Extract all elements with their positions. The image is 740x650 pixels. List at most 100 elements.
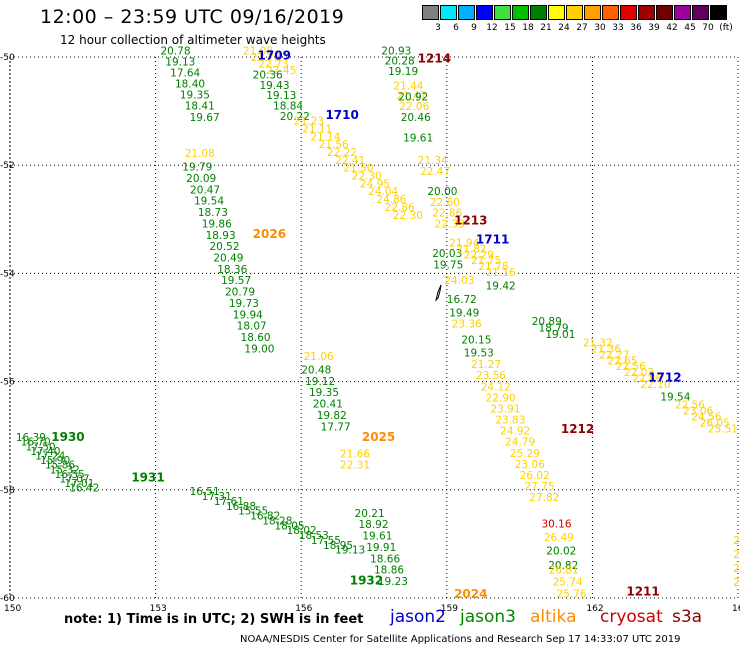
map-title: 12:00 – 23:59 UTC 09/16/2019 bbox=[40, 6, 345, 28]
swh-value-label: 19.54 bbox=[194, 196, 224, 208]
swh-value-label: 21.23 bbox=[294, 116, 324, 128]
swh-value-label: 24.79 bbox=[505, 437, 535, 449]
swh-value-label: 24.92 bbox=[500, 426, 530, 438]
satellite-legend-jason2: jason2 bbox=[390, 607, 446, 627]
swh-value-label: 21.06 bbox=[304, 351, 334, 363]
swh-value-label: 18.93 bbox=[206, 230, 236, 242]
swh-value-label: 25.51 bbox=[708, 423, 738, 435]
swh-value-label: 18.92 bbox=[358, 519, 388, 531]
swh-value-label: 19.35 bbox=[180, 90, 210, 102]
scale-swatch bbox=[638, 5, 655, 20]
scale-label: 27 bbox=[576, 23, 588, 33]
swh-value-label: 23 bbox=[733, 535, 740, 547]
swh-value-label: 21.32 bbox=[583, 337, 613, 349]
swh-value-label: 18.73 bbox=[198, 207, 228, 219]
pass-time-label: 1214 bbox=[418, 51, 451, 65]
swh-value-label: 21.44 bbox=[393, 80, 423, 92]
pass-time-label: 2024 bbox=[454, 587, 487, 601]
satellite-legend-altika: altika bbox=[530, 607, 577, 627]
swh-value-label: 20.02 bbox=[546, 546, 576, 558]
swh-value-label: 19.54 bbox=[660, 392, 690, 404]
lat-tick-label: -58 bbox=[0, 486, 15, 496]
swh-value-label: 22.45 bbox=[266, 65, 296, 77]
pass-time-label: 1712 bbox=[648, 371, 681, 385]
scale-swatch bbox=[512, 5, 529, 20]
swh-value-label: 26.81 bbox=[549, 565, 579, 577]
swh-value-label: 19.61 bbox=[403, 132, 433, 144]
swh-value-label: 19.23 bbox=[378, 576, 408, 588]
swh-value-label: 20.79 bbox=[225, 287, 255, 299]
scale-swatch bbox=[620, 5, 637, 20]
swh-value-label: 26.05 bbox=[700, 418, 730, 430]
swh-value-label: 22.65 bbox=[607, 355, 637, 367]
swh-value-label: 18.60 bbox=[241, 332, 271, 344]
swh-value-label: 16.42 bbox=[69, 483, 99, 495]
pass-time-label: 1931 bbox=[131, 471, 164, 485]
scale-label: 9 bbox=[471, 23, 477, 33]
swh-value-label: 15.90 bbox=[40, 455, 70, 467]
swh-value-label: 17.61 bbox=[214, 496, 244, 508]
scale-swatch bbox=[422, 5, 439, 20]
swh-value-label: 17.64 bbox=[170, 67, 200, 79]
lon-tick-label: 165 bbox=[732, 604, 740, 614]
swh-value-label: 21.94 bbox=[449, 237, 479, 249]
scale-swatch bbox=[656, 5, 673, 20]
swh-value-label: 23.36 bbox=[452, 319, 482, 331]
swh-value-label: 24.12 bbox=[481, 381, 511, 393]
swh-value-label: 19.49 bbox=[449, 308, 479, 320]
swh-value-label: 16.72 bbox=[447, 294, 477, 306]
lon-tick-label: 150 bbox=[4, 604, 21, 614]
swh-value-label: 18.41 bbox=[185, 101, 215, 113]
scale-swatch bbox=[566, 5, 583, 20]
lon-tick-label: 159 bbox=[441, 604, 458, 614]
swh-value-label: 20.48 bbox=[301, 364, 331, 376]
swh-value-label: 24.56 bbox=[691, 412, 721, 424]
scale-swatch bbox=[602, 5, 619, 20]
swh-value-label: 21.47 bbox=[396, 91, 426, 103]
swh-value-label: 18.28 bbox=[262, 515, 292, 527]
footer-credit: NOAA/NESDIS Center for Satellite Applica… bbox=[240, 634, 681, 645]
swh-value-label: 19.82 bbox=[317, 410, 347, 422]
swh-value-label: 20.52 bbox=[209, 241, 239, 253]
swh-value-label: 23.5 bbox=[733, 563, 740, 575]
swh-value-label: 19.75 bbox=[433, 260, 463, 272]
scale-label: 39 bbox=[648, 23, 660, 33]
swh-value-label: 22.73 bbox=[258, 58, 288, 70]
swh-value-label: 23.91 bbox=[490, 403, 520, 415]
pass-time-label: 1212 bbox=[561, 422, 594, 436]
scale-label: 15 bbox=[504, 23, 516, 33]
swh-value-label: 18.95 bbox=[323, 540, 353, 552]
swh-value-label: 22.29 bbox=[464, 249, 494, 261]
swh-value-label: 20.22 bbox=[280, 111, 310, 123]
swh-value-label: 23.83 bbox=[495, 415, 525, 427]
scale-label: 3 bbox=[435, 23, 441, 33]
swh-value-label: 19.53 bbox=[464, 348, 494, 360]
swh-value-label: 23.56 bbox=[476, 370, 506, 382]
swh-value-label: 20.36 bbox=[253, 70, 283, 82]
satellite-legend-s3a: s3a bbox=[672, 607, 703, 627]
scale-swatch bbox=[692, 5, 709, 20]
swh-value-label: 19.61 bbox=[362, 531, 392, 543]
swh-value-label: 22.03 bbox=[624, 367, 654, 379]
swh-value-label: 17.77 bbox=[321, 421, 351, 433]
swh-value-label: 27.82 bbox=[529, 492, 559, 504]
swh-value-label: 25.76 bbox=[556, 588, 586, 600]
swh-value-label: 16.39 bbox=[16, 432, 46, 444]
swh-value-label: 18.66 bbox=[370, 553, 400, 565]
swh-value-label: 21.34 bbox=[418, 155, 448, 167]
swh-value-label: 22.86 bbox=[632, 373, 662, 385]
swh-value-label: 19.94 bbox=[233, 309, 263, 321]
scale-label: 30 bbox=[594, 23, 606, 33]
scale-label: 6 bbox=[453, 23, 459, 33]
swh-value-label: 26.49 bbox=[544, 532, 574, 544]
scale-label: 36 bbox=[630, 23, 642, 33]
pass-time-label: 2025 bbox=[362, 430, 395, 444]
swh-value-label: 22.60 bbox=[430, 197, 460, 209]
swh-value-label: 17.50 bbox=[26, 441, 56, 453]
scale-label: 18 bbox=[522, 23, 534, 33]
pass-time-label: 1711 bbox=[476, 233, 509, 247]
swh-value-label: 19.86 bbox=[202, 218, 232, 230]
swh-value-label: 24.03 bbox=[444, 275, 474, 287]
swh-value-label: 23.06 bbox=[683, 406, 713, 418]
